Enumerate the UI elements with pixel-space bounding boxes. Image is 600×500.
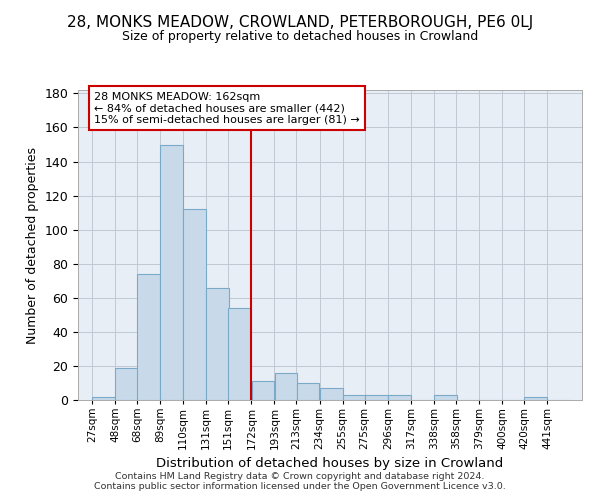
Bar: [275, 372, 298, 400]
Bar: [229, 308, 251, 400]
Bar: [160, 144, 183, 400]
Text: Contains public sector information licensed under the Open Government Licence v3: Contains public sector information licen…: [94, 482, 506, 491]
Bar: [251, 382, 274, 400]
Bar: [434, 395, 457, 400]
Text: Size of property relative to detached houses in Crowland: Size of property relative to detached ho…: [122, 30, 478, 43]
Bar: [206, 288, 229, 400]
Bar: [524, 396, 547, 400]
Y-axis label: Number of detached properties: Number of detached properties: [26, 146, 39, 344]
Bar: [388, 395, 411, 400]
Bar: [365, 395, 388, 400]
X-axis label: Distribution of detached houses by size in Crowland: Distribution of detached houses by size …: [157, 458, 503, 470]
Bar: [92, 396, 115, 400]
Text: 28, MONKS MEADOW, CROWLAND, PETERBOROUGH, PE6 0LJ: 28, MONKS MEADOW, CROWLAND, PETERBOROUGH…: [67, 15, 533, 30]
Text: Contains HM Land Registry data © Crown copyright and database right 2024.: Contains HM Land Registry data © Crown c…: [115, 472, 485, 481]
Bar: [296, 383, 319, 400]
Bar: [183, 209, 206, 400]
Bar: [137, 274, 160, 400]
Text: 28 MONKS MEADOW: 162sqm
← 84% of detached houses are smaller (442)
15% of semi-d: 28 MONKS MEADOW: 162sqm ← 84% of detache…: [94, 92, 360, 124]
Bar: [115, 368, 138, 400]
Bar: [343, 395, 365, 400]
Bar: [320, 388, 343, 400]
